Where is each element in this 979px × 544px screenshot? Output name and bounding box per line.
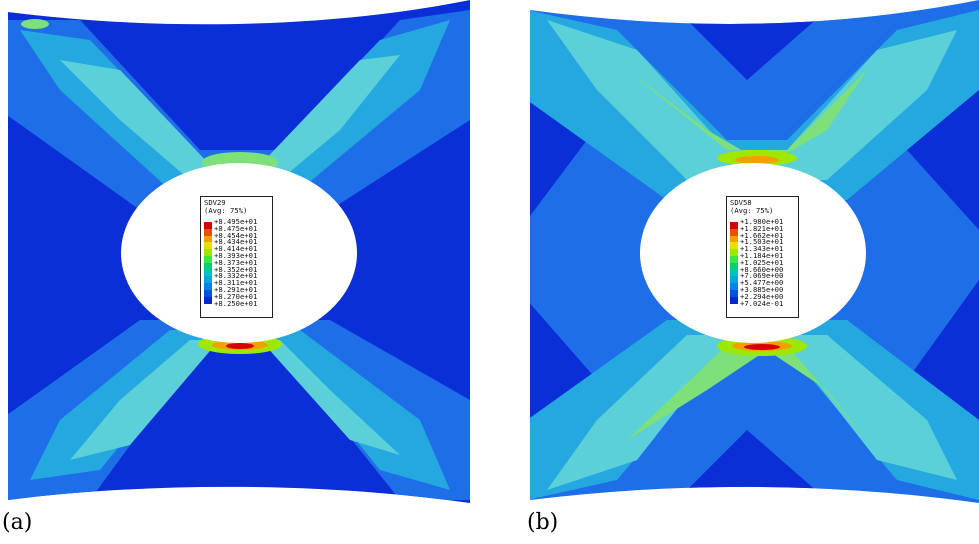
legend-averaging-note: (Avg: 75%) bbox=[730, 207, 795, 215]
legend-color-bar bbox=[204, 222, 212, 304]
colorbar-legend-a: SDV29 (Avg: 75%) +8.495e+01 +8.475e+01 +… bbox=[200, 196, 273, 318]
panel-caption: (a) bbox=[2, 510, 32, 535]
panel-caption: (b) bbox=[527, 510, 558, 535]
contour-panel-a: SDV29 (Avg: 75%) +8.495e+01 +8.475e+01 +… bbox=[0, 0, 470, 544]
contour-panel-b: SDV58 (Avg: 75%) +1.980e+01 +1.821e+01 +… bbox=[527, 0, 979, 544]
legend-color-bar bbox=[730, 222, 738, 304]
legend-value: +8.250e+01 bbox=[214, 301, 269, 308]
legend-value: +7.024e-01 bbox=[740, 301, 795, 308]
colorbar-legend-b: SDV58 (Avg: 75%) +1.980e+01 +1.821e+01 +… bbox=[726, 196, 799, 318]
legend-averaging-note: (Avg: 75%) bbox=[204, 207, 269, 215]
